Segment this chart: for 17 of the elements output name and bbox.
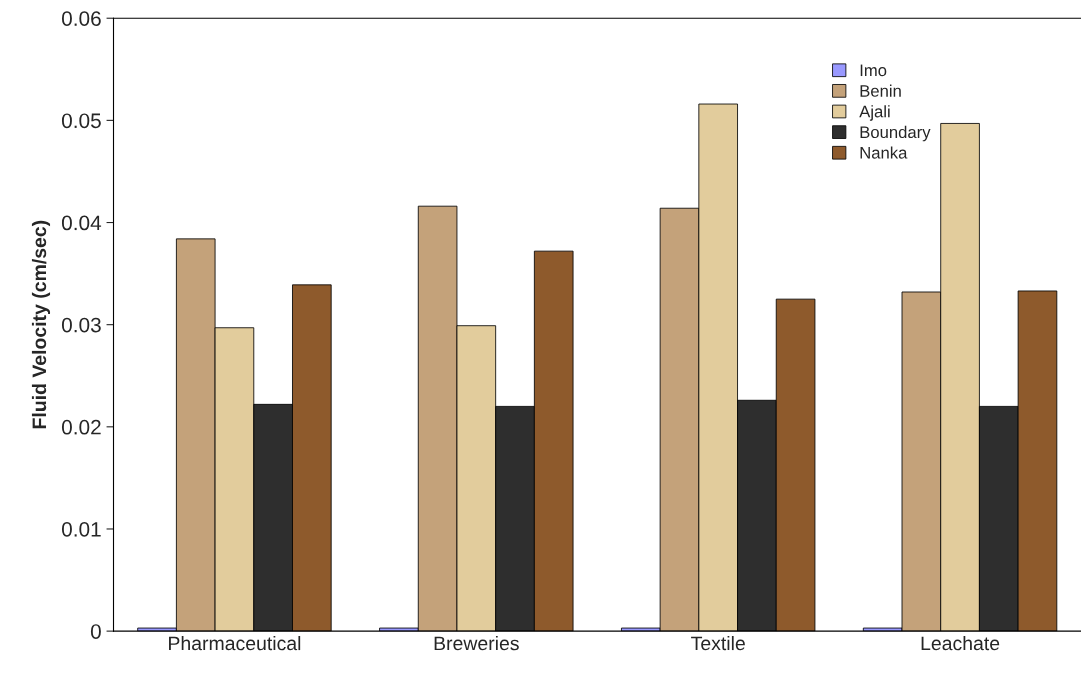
legend-label: Nanka (860, 146, 908, 159)
x-tick-label: Pharmaceutical (169, 635, 301, 651)
x-tick-label: Leachate (921, 635, 1000, 651)
legend-label: Benin (860, 84, 901, 97)
y-tick-label: 0.04 (61, 215, 102, 231)
y-axis-title: Fluid Velocity (cm/sec) (31, 220, 51, 429)
x-tick-label: Textile (691, 635, 745, 651)
y-tick-label: 0.06 (61, 11, 101, 26)
y-tick-label: 0 (90, 624, 101, 639)
y-tick-label: 0.01 (61, 521, 101, 537)
legend-label: Boundary (860, 125, 931, 142)
legend-label: Ajali (859, 105, 890, 121)
y-tick-label: 0.05 (61, 113, 101, 129)
legend-label: Imo (860, 64, 887, 77)
x-tick-label: Breweries (434, 635, 519, 651)
y-tick-label: 0.02 (61, 419, 101, 435)
y-tick-label: 0.03 (61, 317, 101, 333)
